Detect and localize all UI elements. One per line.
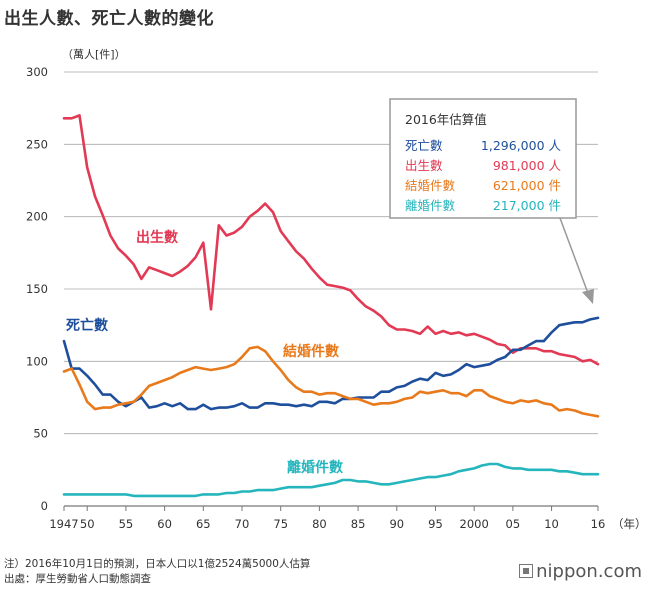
y-tick-label: 0 (41, 499, 48, 513)
callout-arrow (559, 217, 594, 304)
y-tick-label: 200 (26, 210, 48, 224)
y-tick-label: 50 (33, 427, 48, 441)
estimate-box-title: 2016年估算值 (405, 112, 487, 127)
x-tick-label: 75 (273, 517, 288, 531)
estimate-row-label: 出生數 (405, 158, 443, 173)
footnote: 注）2016年10月1日的預測，日本人口以1億2524萬5000人估算 出處：厚… (4, 557, 310, 587)
y-tick-label: 150 (26, 282, 48, 296)
deaths-line (62, 316, 600, 411)
divorces-label: 離婚件數 (287, 459, 343, 476)
y-tick-label: 300 (26, 65, 48, 79)
births-label: 出生數 (136, 229, 178, 246)
estimate-row-value: 1,296,000 人 (481, 138, 562, 153)
logo-text: nippon.com (536, 561, 642, 582)
y-unit-label: （萬人[件]） (62, 48, 126, 61)
x-tick-label: 65 (196, 517, 211, 531)
x-tick-label: 85 (351, 517, 366, 531)
footnote-source: 出處：厚生勞動省人口動態調查 (4, 573, 151, 585)
x-unit-label: （年） (612, 517, 647, 531)
x-tick-label: 70 (235, 517, 250, 531)
x-tick-label: 2000 (460, 517, 489, 531)
births-line (62, 114, 600, 366)
x-tick-label: 90 (389, 517, 404, 531)
x-tick-label: 1947 (49, 517, 78, 531)
estimate-row-label: 死亡數 (405, 138, 443, 153)
callout-arrow-line (559, 217, 590, 297)
x-tick-label: 55 (119, 517, 134, 531)
series-lines (62, 114, 600, 498)
estimate-row-label: 離婚件數 (405, 198, 456, 213)
estimate-row-value: 981,000 人 (493, 158, 562, 173)
x-tick-label: 10 (544, 517, 559, 531)
callout-arrow-head (582, 289, 594, 304)
marriages-label: 結婚件數 (283, 343, 339, 360)
x-tick-labels: 1947 50 55 60 65 70 75 80 85 90 95 2000 05 10 16 (49, 517, 605, 531)
marriages-line (62, 345, 600, 418)
logo-icon (519, 564, 534, 578)
deaths-label: 死亡數 (65, 317, 108, 334)
x-tick-label: 95 (428, 517, 443, 531)
estimate-row-value: 217,000 件 (493, 198, 561, 213)
estimate-box-frame (389, 98, 577, 219)
grid-lines (63, 71, 599, 511)
y-tick-labels: 0 50 100 150 200 250 300 (26, 65, 48, 513)
y-tick-label: 250 (26, 137, 48, 151)
estimate-row-value: 621,000 件 (493, 178, 561, 193)
divorces-line (62, 462, 600, 498)
x-tick-label: 50 (80, 517, 95, 531)
footnote-note: 注）2016年10月1日的預測，日本人口以1億2524萬5000人估算 (4, 558, 311, 570)
nippon-logo: nippon.com (519, 561, 642, 582)
x-tick-label: 60 (157, 517, 172, 531)
chart-title: 出生人數、死亡人數的變化 (4, 9, 214, 29)
y-tick-label: 100 (26, 354, 48, 368)
x-tick-label: 16 (591, 517, 606, 531)
x-tick-label: 80 (312, 517, 327, 531)
estimate-row-label: 結婚件數 (405, 178, 456, 193)
x-tick-label: 05 (506, 517, 521, 531)
